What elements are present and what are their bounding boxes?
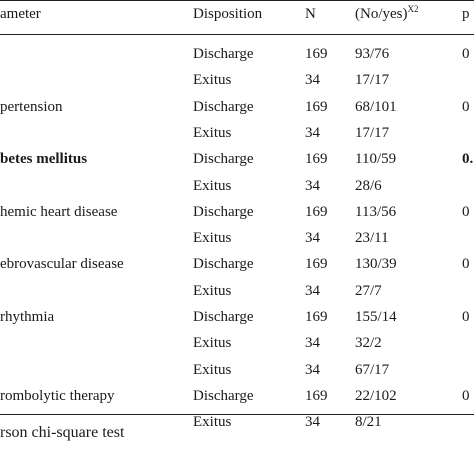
header-ratio-text: (No/yes) xyxy=(355,6,408,22)
cell-n: 169 xyxy=(305,204,328,220)
bottom-rule xyxy=(0,414,474,415)
cell-ratio: 17/17 xyxy=(355,125,390,141)
cell-n: 169 xyxy=(305,309,328,325)
cell-disposition: Exitus xyxy=(193,335,232,351)
cell-n: 169 xyxy=(305,256,328,272)
cell-ratio: 110/59 xyxy=(355,151,397,167)
cell-disposition: Discharge xyxy=(193,309,254,325)
cell-parameter: pertension xyxy=(0,99,63,115)
cell-disposition: Exitus xyxy=(193,283,232,299)
cell-disposition: Exitus xyxy=(193,230,232,246)
cell-parameter: rombolytic therapy xyxy=(0,388,115,404)
cell-disposition: Exitus xyxy=(193,72,232,88)
cell-ratio: 8/21 xyxy=(355,414,382,430)
header-p: p xyxy=(462,6,470,22)
cell-n: 34 xyxy=(305,230,320,246)
cell-n: 34 xyxy=(305,72,320,88)
cell-p: 0 xyxy=(462,388,470,404)
header-rule xyxy=(0,34,474,35)
cell-ratio: 27/7 xyxy=(355,283,382,299)
cell-n: 169 xyxy=(305,99,328,115)
cell-disposition: Discharge xyxy=(193,204,254,220)
cell-parameter: betes mellitus xyxy=(0,151,88,167)
header-parameter: ameter xyxy=(0,6,41,22)
cell-ratio: 28/6 xyxy=(355,178,382,194)
cell-n: 169 xyxy=(305,151,328,167)
cell-ratio: 67/17 xyxy=(355,362,390,378)
cell-parameter: hemic heart disease xyxy=(0,204,118,220)
cell-ratio: 17/17 xyxy=(355,72,390,88)
cell-parameter: rhythmia xyxy=(0,309,55,325)
cell-n: 34 xyxy=(305,178,320,194)
cell-disposition: Discharge xyxy=(193,388,254,404)
cell-n: 169 xyxy=(305,388,328,404)
cell-n: 169 xyxy=(305,46,328,62)
cell-p: 0 xyxy=(462,204,470,220)
header-disposition: Disposition xyxy=(193,6,263,22)
cell-disposition: Discharge xyxy=(193,46,254,62)
cell-ratio: 113/56 xyxy=(355,204,397,220)
cell-disposition: Exitus xyxy=(193,414,232,430)
cell-disposition: Exitus xyxy=(193,125,232,141)
cell-ratio: 22/102 xyxy=(355,388,397,404)
cell-ratio: 23/11 xyxy=(355,230,389,246)
cell-n: 34 xyxy=(305,125,320,141)
header-ratio: (No/yes)X2 xyxy=(355,5,419,23)
cell-disposition: Discharge xyxy=(193,256,254,272)
header-ratio-superscript: X2 xyxy=(407,4,419,14)
cell-ratio: 68/101 xyxy=(355,99,397,115)
cell-ratio: 130/39 xyxy=(355,256,397,272)
top-rule xyxy=(0,0,474,1)
header-n: N xyxy=(305,6,316,22)
cell-n: 34 xyxy=(305,414,320,430)
cell-disposition: Exitus xyxy=(193,178,232,194)
cell-disposition: Discharge xyxy=(193,99,254,115)
cell-ratio: 93/76 xyxy=(355,46,390,62)
cell-n: 34 xyxy=(305,283,320,299)
cell-p: 0 xyxy=(462,46,470,62)
cell-parameter: ebrovascular disease xyxy=(0,256,124,272)
footnote: rson chi-square test xyxy=(0,424,125,441)
cell-n: 34 xyxy=(305,362,320,378)
cell-p: 0 xyxy=(462,256,470,272)
cell-n: 34 xyxy=(305,335,320,351)
cell-ratio: 32/2 xyxy=(355,335,382,351)
cell-p: 0. xyxy=(462,151,474,167)
cell-disposition: Discharge xyxy=(193,151,254,167)
cell-ratio: 155/14 xyxy=(355,309,397,325)
cell-disposition: Exitus xyxy=(193,362,232,378)
cell-p: 0 xyxy=(462,309,470,325)
cell-p: 0 xyxy=(462,99,470,115)
